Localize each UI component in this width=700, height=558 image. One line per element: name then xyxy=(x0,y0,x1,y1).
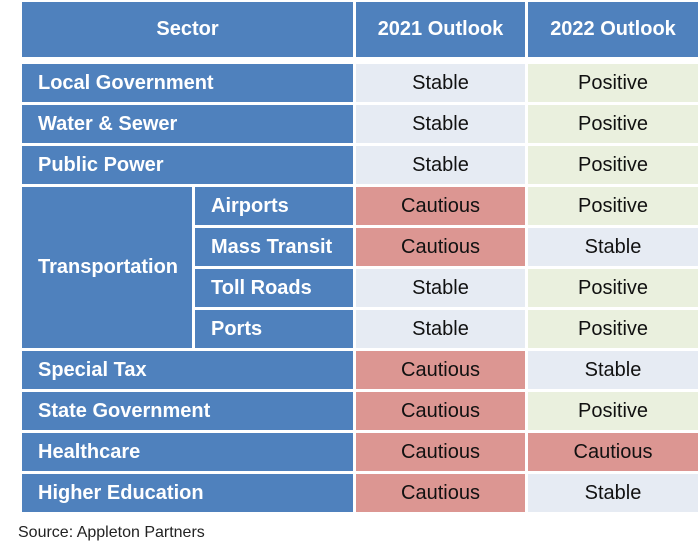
table-row: Special Tax Cautious Stable xyxy=(22,351,698,392)
header-2021-outlook: 2021 Outlook xyxy=(356,2,528,60)
table-row: Toll Roads Stable Positive xyxy=(22,269,698,310)
sector-cell: Healthcare xyxy=(22,433,356,474)
outlook-2021-cell: Cautious xyxy=(356,392,528,433)
outlook-2022-cell: Positive xyxy=(528,105,698,146)
table-row: Transportation Airports Cautious Positive xyxy=(22,187,698,351)
sector-cell: Special Tax xyxy=(22,351,356,392)
table-row: Ports Stable Positive xyxy=(22,310,698,351)
table-row: Water & Sewer Stable Positive xyxy=(22,105,698,146)
sector-cell: State Government xyxy=(22,392,356,433)
sector-cell: Public Power xyxy=(22,146,356,187)
outlook-2021-cell: Stable xyxy=(356,146,528,187)
table-row: Local Government Stable Positive xyxy=(22,64,698,105)
outlook-2022-cell: Positive xyxy=(528,64,698,105)
sector-cell-transportation: Transportation xyxy=(22,187,195,351)
outlook-2021-cell: Cautious xyxy=(356,474,528,515)
outlook-2021-cell: Cautious xyxy=(356,228,528,269)
outlook-table: Sector 2021 Outlook 2022 Outlook Local G… xyxy=(22,2,698,515)
source-note: Source: Appleton Partners xyxy=(18,524,205,541)
table-row: State Government Cautious Positive xyxy=(22,392,698,433)
outlook-2022-cell: Positive xyxy=(528,310,698,351)
outlook-2021-cell: Stable xyxy=(356,105,528,146)
table-row: Mass Transit Cautious Stable xyxy=(22,228,698,269)
subsector-cell: Airports xyxy=(195,187,356,228)
outlook-2022-cell: Stable xyxy=(528,474,698,515)
table-row: Higher Education Cautious Stable xyxy=(22,474,698,515)
outlook-2022-cell: Positive xyxy=(528,146,698,187)
outlook-2021-cell: Cautious xyxy=(356,351,528,392)
subsector-cell: Mass Transit xyxy=(195,228,356,269)
sector-cell: Higher Education xyxy=(22,474,356,515)
outlook-2022-cell: Positive xyxy=(528,187,698,228)
outlook-2021-cell: Cautious xyxy=(356,187,528,228)
header-sector: Sector xyxy=(22,2,356,60)
outlook-2022-cell: Cautious xyxy=(528,433,698,474)
table-body: Local Government Stable Positive Water & Se… xyxy=(22,60,698,515)
table-row: Public Power Stable Positive xyxy=(22,146,698,187)
header-2022-outlook: 2022 Outlook xyxy=(528,2,698,60)
table-row: Healthcare Cautious Cautious xyxy=(22,433,698,474)
outlook-2021-cell: Stable xyxy=(356,269,528,310)
sector-cell: Local Government xyxy=(22,64,356,105)
outlook-2022-cell: Stable xyxy=(528,351,698,392)
outlook-2022-cell: Positive xyxy=(528,269,698,310)
outlook-2021-cell: Stable xyxy=(356,64,528,105)
outlook-2021-cell: Cautious xyxy=(356,433,528,474)
sector-cell: Water & Sewer xyxy=(22,105,356,146)
subsector-cell: Toll Roads xyxy=(195,269,356,310)
outlook-2021-cell: Stable xyxy=(356,310,528,351)
outlook-2022-cell: Positive xyxy=(528,392,698,433)
outlook-2022-cell: Stable xyxy=(528,228,698,269)
subsector-cell: Ports xyxy=(195,310,356,351)
